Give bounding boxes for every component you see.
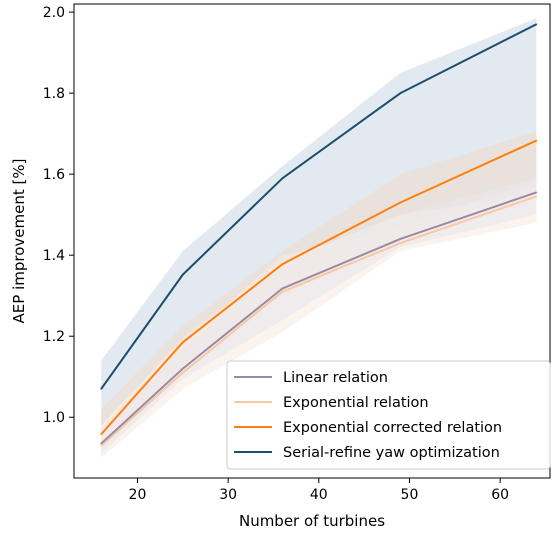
point-serial-refine-yaw-optimization [399,92,402,94]
point-linear-relation [535,191,538,194]
x-axis-label: Number of turbines [239,512,385,530]
band-linear-relation [101,178,537,454]
plot-frame [73,3,551,479]
y-tick-label: 1.0 [43,410,65,426]
legend-label-exponential-relation: Exponential relation [283,395,429,411]
point-linear-relation [399,238,402,240]
band-serial-refine-yaw-optimization [101,18,537,426]
x-tick-label: 30 [219,487,237,503]
y-tick-label: 1.4 [43,248,65,264]
point-exponential-corrected-relation [100,433,102,436]
y-tick-label: 2.0 [43,5,65,21]
y-tick-label: 1.6 [43,167,65,183]
legend-label-exponential-corrected-relation: Exponential corrected relation [283,420,502,436]
y-tick-label: 1.2 [43,329,65,345]
point-exponential-relation [182,371,184,374]
point-exponential-corrected-relation [281,263,284,265]
y-tick-label: 1.8 [43,86,65,102]
x-tick-label: 40 [310,487,328,503]
x-axis-ticks: 20 30 40 50 60 [129,478,509,503]
point-exponential-corrected-relation [399,201,402,204]
point-linear-relation [182,367,184,370]
legend: Linear relation Exponential relation Expon… [226,360,551,470]
point-linear-relation [281,287,284,290]
series-lines [100,23,538,447]
point-exponential-relation [399,242,402,244]
point-serial-refine-yaw-optimization [535,23,538,26]
point-exponential-corrected-relation [182,341,184,344]
point-serial-refine-yaw-optimization [281,177,284,180]
point-linear-relation [100,442,102,445]
y-axis-label: AEP improvement [%] [10,159,28,324]
legend-label-linear-relation: Linear relation [283,370,388,386]
point-serial-refine-yaw-optimization [100,388,102,390]
x-tick-label: 50 [401,487,419,503]
y-axis-ticks: 1.0 1.2 1.4 1.6 1.8 2.0 [43,5,74,426]
legend-box [226,360,551,470]
legend-label-serial-refine-yaw-optimization: Serial-refine yaw optimization [283,445,500,461]
point-exponential-relation [535,195,538,198]
point-exponential-relation [281,290,284,293]
point-serial-refine-yaw-optimization [182,273,184,276]
point-exponential-relation [100,444,102,447]
x-tick-label: 20 [129,487,147,503]
point-exponential-corrected-relation [535,139,538,142]
x-tick-label: 60 [491,487,509,503]
